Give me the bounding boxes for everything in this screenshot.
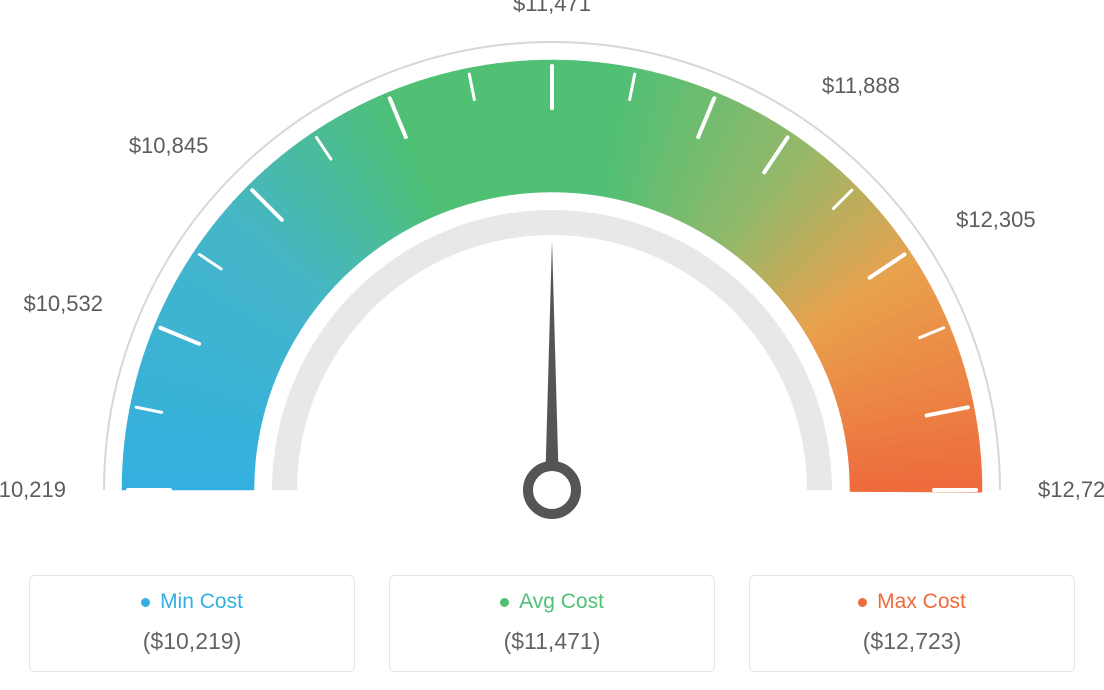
legend-title-max: Max Cost bbox=[877, 590, 966, 614]
legend-value-avg: ($11,471) bbox=[400, 628, 704, 655]
legend-title-avg: Avg Cost bbox=[519, 590, 604, 614]
gauge-tick-label: $12,723 bbox=[1038, 477, 1104, 503]
legend-title-min: Min Cost bbox=[160, 590, 243, 614]
legend-value-min: ($10,219) bbox=[40, 628, 344, 655]
legend-card-min: Min Cost ($10,219) bbox=[29, 575, 355, 672]
gauge-tick-label: $10,219 bbox=[0, 477, 66, 503]
gauge-tick-label: $11,471 bbox=[513, 0, 591, 17]
dot-icon bbox=[141, 598, 150, 607]
gauge-tick-label: $11,888 bbox=[822, 73, 900, 99]
dot-icon bbox=[858, 598, 867, 607]
dot-icon bbox=[500, 598, 509, 607]
legend-value-max: ($12,723) bbox=[760, 628, 1064, 655]
gauge-tick-label: $10,532 bbox=[23, 291, 103, 317]
legend-row: Min Cost ($10,219) Avg Cost ($11,471) Ma… bbox=[0, 575, 1104, 672]
gauge-tick-label: $12,305 bbox=[956, 207, 1036, 233]
cost-gauge: $10,219 $10,532 $10,845 $11,471 $11,888 $12,3… bbox=[0, 0, 1104, 560]
legend-card-avg: Avg Cost ($11,471) bbox=[389, 575, 715, 672]
gauge-tick-label: $10,845 bbox=[129, 133, 209, 159]
legend-card-max: Max Cost ($12,723) bbox=[749, 575, 1075, 672]
